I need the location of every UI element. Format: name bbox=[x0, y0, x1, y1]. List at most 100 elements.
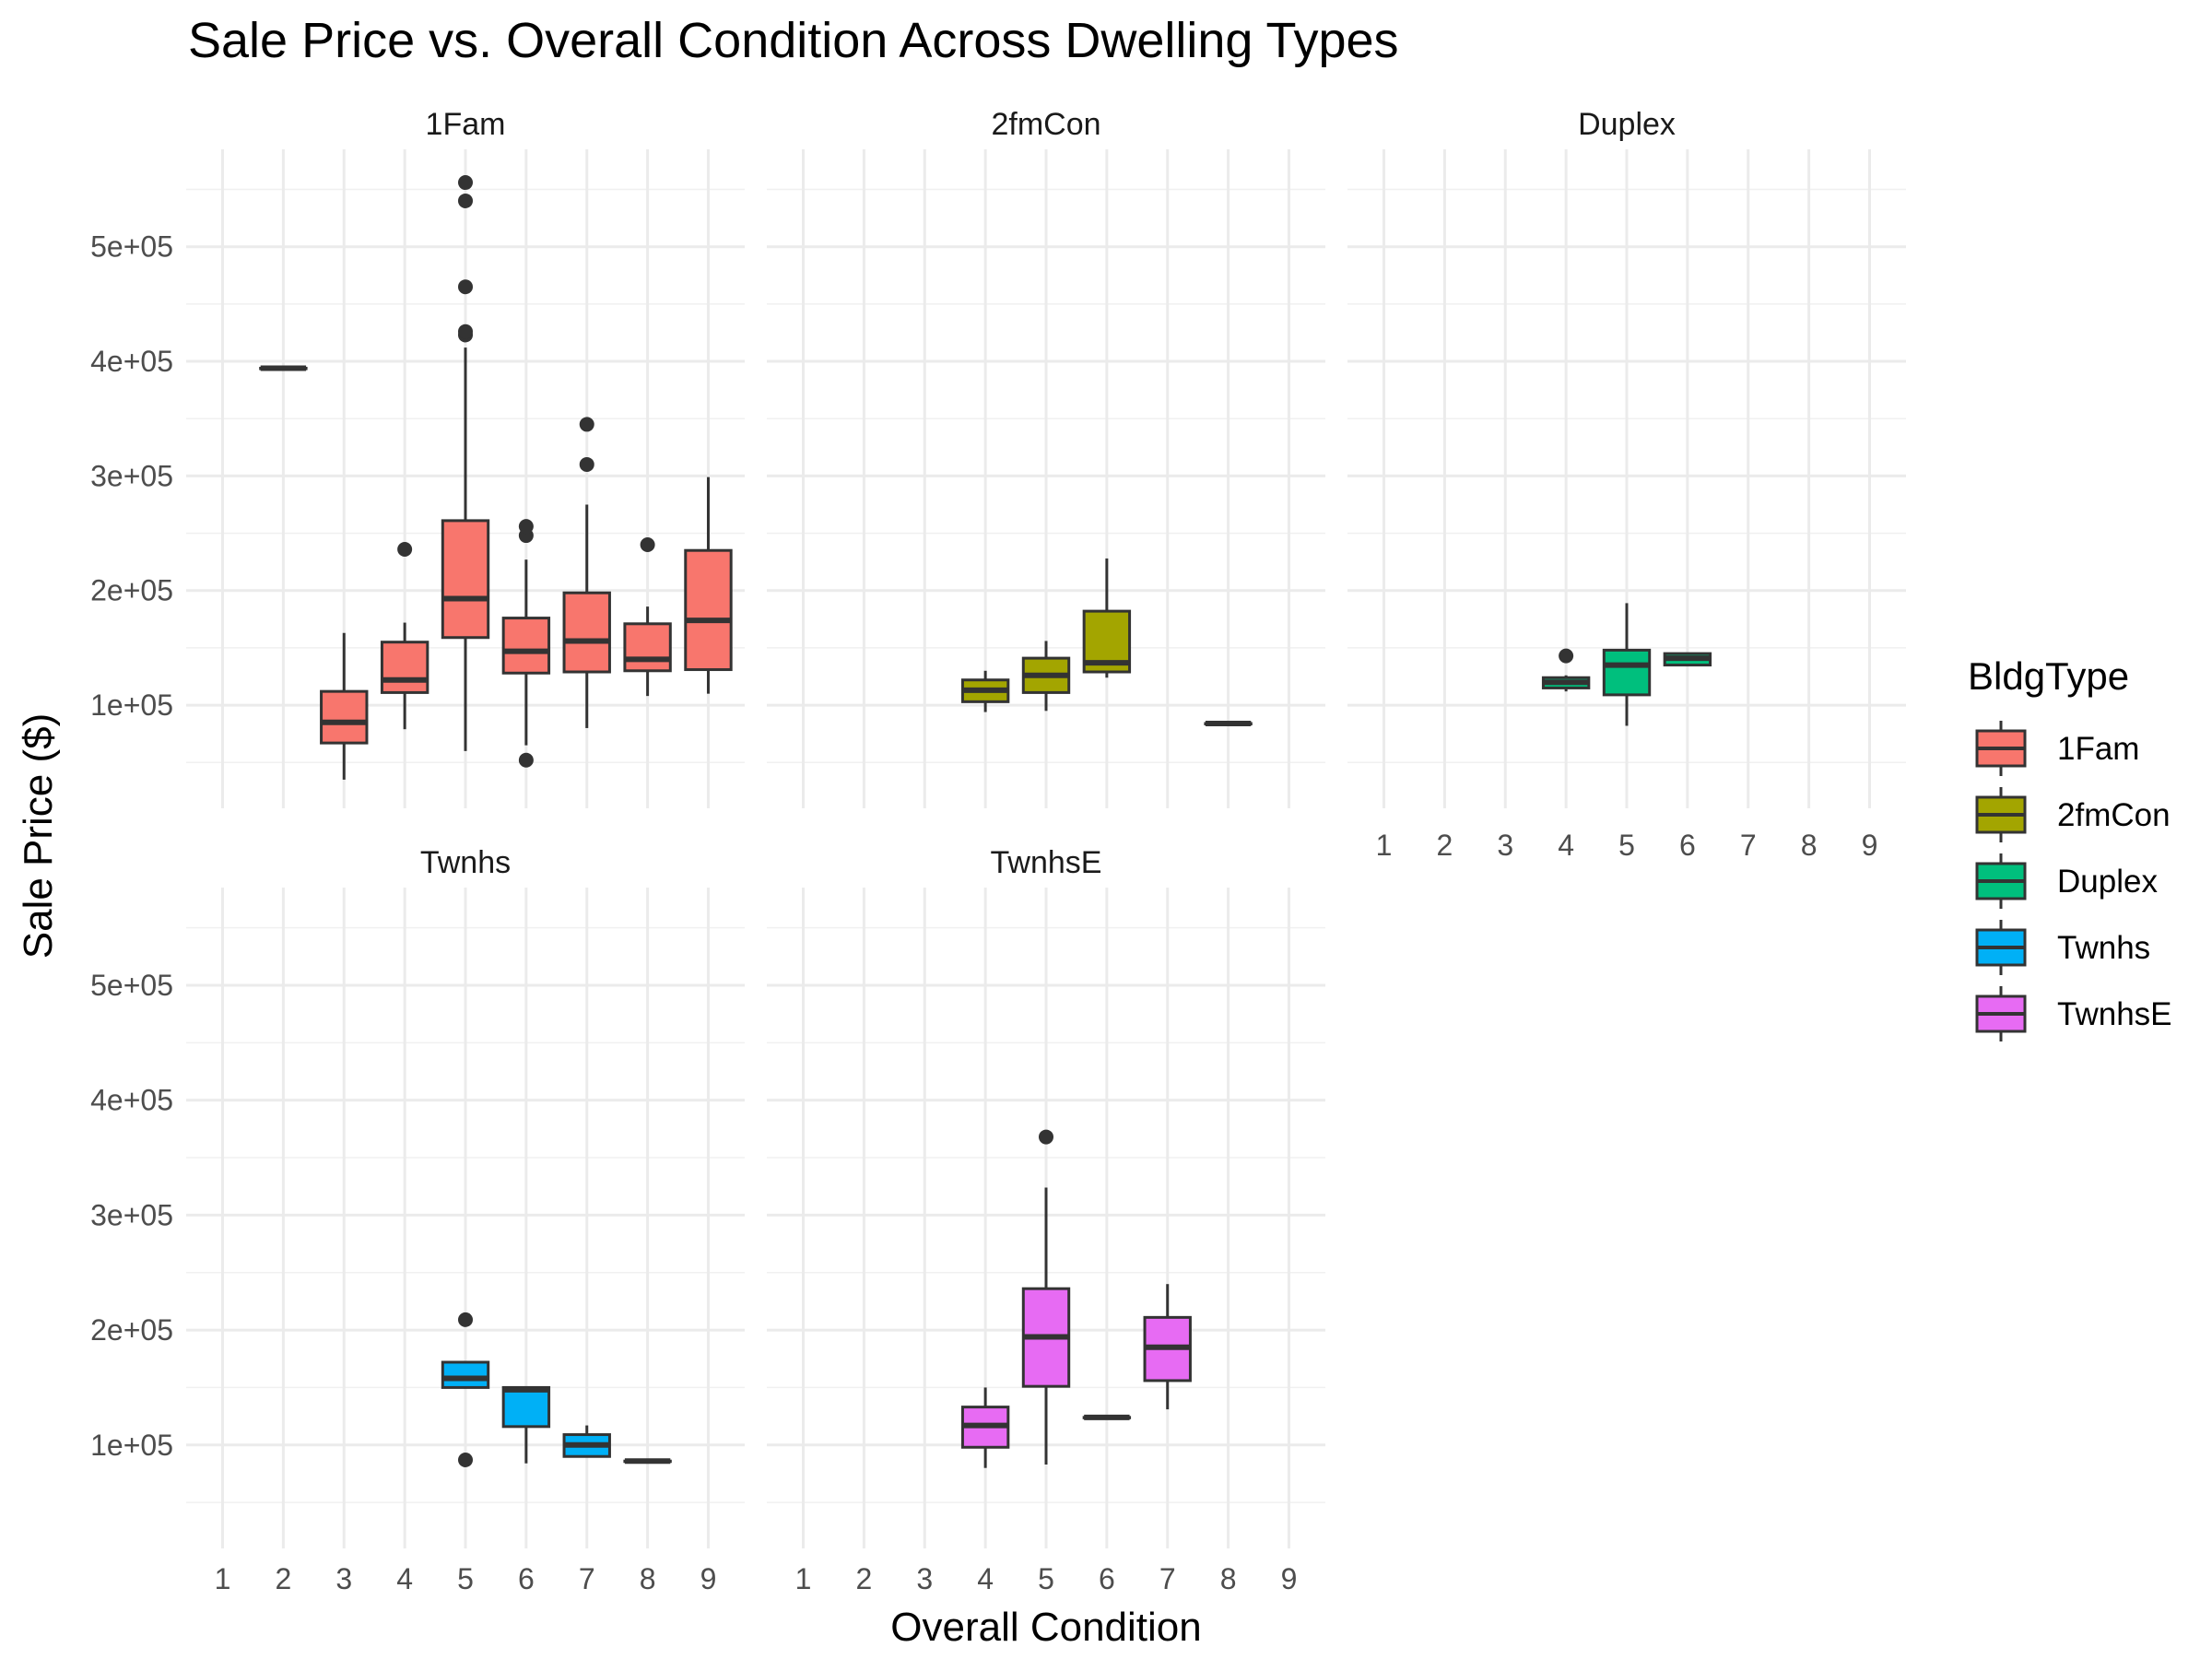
outlier-point bbox=[640, 537, 655, 552]
x-tick-label: 7 bbox=[1740, 829, 1757, 862]
box-1fam-cond-5 bbox=[441, 175, 490, 751]
outlier-point bbox=[579, 456, 594, 472]
y-tick-label: 5e+05 bbox=[90, 969, 173, 1002]
facet-label-2fmcon: 2fmCon bbox=[991, 107, 1100, 142]
facet-panel-twnhse: TwnhsE 1 2 3 4 5 6 7 8 9 bbox=[767, 845, 1325, 1595]
box-1fam-cond-9 bbox=[684, 477, 733, 694]
facet-panel-1fam: 1Fam 1e+05 2e+05 3e+05 4e+05 5e+05 bbox=[90, 107, 745, 808]
outlier-point bbox=[518, 752, 534, 768]
y-tick-label: 1e+05 bbox=[90, 1429, 173, 1462]
box-1fam-cond-7 bbox=[562, 417, 611, 728]
facet-label-duplex: Duplex bbox=[1578, 107, 1676, 142]
y-tick-label: 3e+05 bbox=[90, 1198, 173, 1231]
x-tick-label: 6 bbox=[1099, 1562, 1115, 1595]
x-tick-label: 4 bbox=[396, 1562, 413, 1595]
legend-label: 1Fam bbox=[2057, 731, 2139, 767]
y-tick-label: 4e+05 bbox=[90, 1084, 173, 1117]
box-iqr bbox=[623, 622, 672, 673]
box-twnhse-cond-5 bbox=[1021, 1129, 1071, 1465]
x-tick-label: 6 bbox=[518, 1562, 535, 1595]
box-duplex-cond-5 bbox=[1602, 603, 1652, 726]
x-tick-label: 8 bbox=[1801, 829, 1818, 862]
facet-panels: 1Fam 1e+05 2e+05 3e+05 4e+05 5e+05 2fmCon Duple… bbox=[90, 107, 1906, 1595]
box-twnhse-cond-4 bbox=[960, 1387, 1010, 1468]
box-twnhs-cond-7 bbox=[562, 1425, 611, 1458]
legend-label: TwnhsE bbox=[2057, 996, 2172, 1032]
legend-label: 2fmCon bbox=[2057, 797, 2171, 833]
legend-label: Duplex bbox=[2057, 864, 2158, 900]
facet-label-twnhse: TwnhsE bbox=[991, 845, 1102, 880]
outlier-point bbox=[518, 519, 534, 535]
y-tick-label: 1e+05 bbox=[90, 688, 173, 722]
box-1fam-cond-3 bbox=[320, 632, 369, 780]
legend-item-2fmcon: 2fmCon bbox=[1975, 787, 2171, 842]
x-axis-title: Overall Condition bbox=[890, 1605, 1202, 1650]
x-tick-label: 1 bbox=[215, 1562, 231, 1595]
x-tick-label: 5 bbox=[457, 1562, 474, 1595]
facet-panel-2fmcon: 2fmCon bbox=[767, 107, 1325, 808]
outlier-point bbox=[458, 279, 473, 295]
y-tick-label: 4e+05 bbox=[90, 345, 173, 378]
y-tick-label: 5e+05 bbox=[90, 230, 173, 264]
legend-label: Twnhs bbox=[2057, 930, 2150, 966]
facet-label-1fam: 1Fam bbox=[426, 107, 506, 142]
outlier-point bbox=[458, 193, 473, 208]
box-1fam-cond-8 bbox=[623, 537, 672, 697]
x-tick-label: 3 bbox=[335, 1562, 352, 1595]
x-tick-label: 9 bbox=[700, 1562, 717, 1595]
box-twnhs-cond-8 bbox=[623, 1458, 672, 1465]
y-axis-title: Sale Price ($) bbox=[16, 713, 61, 959]
x-tick-label: 5 bbox=[1618, 829, 1635, 862]
outlier-point bbox=[458, 175, 473, 191]
box-1fam-cond-6 bbox=[501, 519, 551, 768]
x-tick-label: 7 bbox=[579, 1562, 595, 1595]
x-tick-label: 7 bbox=[1159, 1562, 1176, 1595]
box-2fmcon-cond-4 bbox=[960, 670, 1010, 712]
facet-panel-duplex: Duplex 1 2 3 4 5 6 7 8 9 bbox=[1347, 107, 1906, 862]
outlier-point bbox=[458, 1452, 473, 1467]
legend-title: BldgType bbox=[1968, 654, 2129, 698]
x-tick-label: 9 bbox=[1862, 829, 1878, 862]
box-iqr bbox=[562, 591, 611, 674]
chart-title: Sale Price vs. Overall Condition Across … bbox=[188, 13, 1399, 68]
legend-item-duplex: Duplex bbox=[1975, 853, 2158, 909]
box-duplex-cond-4 bbox=[1541, 648, 1591, 692]
legend-item-twnhs: Twnhs bbox=[1975, 920, 2150, 975]
facet-label-twnhs: Twnhs bbox=[420, 845, 511, 880]
outlier-point bbox=[1039, 1129, 1053, 1145]
box-iqr bbox=[441, 1360, 490, 1389]
box-twnhs-cond-6 bbox=[501, 1385, 551, 1464]
box-iqr bbox=[501, 1385, 551, 1429]
x-tick-label: 3 bbox=[916, 1562, 933, 1595]
legend: BldgType 1Fam 2fmCon Duplex Twnhs TwnhsE bbox=[1968, 654, 2172, 1041]
box-iqr bbox=[441, 519, 490, 640]
box-iqr bbox=[1602, 648, 1652, 697]
y-tick-label: 2e+05 bbox=[90, 1313, 173, 1347]
box-1fam-cond-4 bbox=[380, 541, 429, 730]
x-tick-label: 2 bbox=[1436, 829, 1453, 862]
x-tick-label: 1 bbox=[795, 1562, 812, 1595]
x-tick-label: 8 bbox=[640, 1562, 656, 1595]
x-tick-label: 8 bbox=[1220, 1562, 1237, 1595]
x-tick-label: 4 bbox=[1558, 829, 1574, 862]
outlier-point bbox=[1559, 648, 1574, 664]
facet-panel-twnhs: Twnhs 1e+05 2e+05 3e+05 4e+05 5e+05 1 2 3 4 5 6 7 8 9 bbox=[90, 845, 745, 1595]
x-tick-label: 9 bbox=[1281, 1562, 1298, 1595]
box-iqr bbox=[320, 689, 369, 745]
legend-item-1fam: 1Fam bbox=[1975, 721, 2139, 776]
x-tick-label: 2 bbox=[275, 1562, 291, 1595]
box-iqr bbox=[501, 617, 551, 675]
x-tick-label: 2 bbox=[855, 1562, 872, 1595]
outlier-point bbox=[579, 417, 594, 432]
box-1fam-cond-2 bbox=[259, 365, 308, 371]
x-tick-label: 3 bbox=[1497, 829, 1513, 862]
legend-items: 1Fam 2fmCon Duplex Twnhs TwnhsE bbox=[1975, 721, 2172, 1041]
y-tick-label: 3e+05 bbox=[90, 459, 173, 492]
legend-item-twnhse: TwnhsE bbox=[1975, 986, 2172, 1041]
box-2fmcon-cond-5 bbox=[1021, 641, 1071, 712]
x-tick-label: 6 bbox=[1679, 829, 1696, 862]
y-tick-label: 2e+05 bbox=[90, 574, 173, 607]
box-twnhs-cond-5 bbox=[441, 1312, 490, 1467]
outlier-point bbox=[458, 324, 473, 339]
